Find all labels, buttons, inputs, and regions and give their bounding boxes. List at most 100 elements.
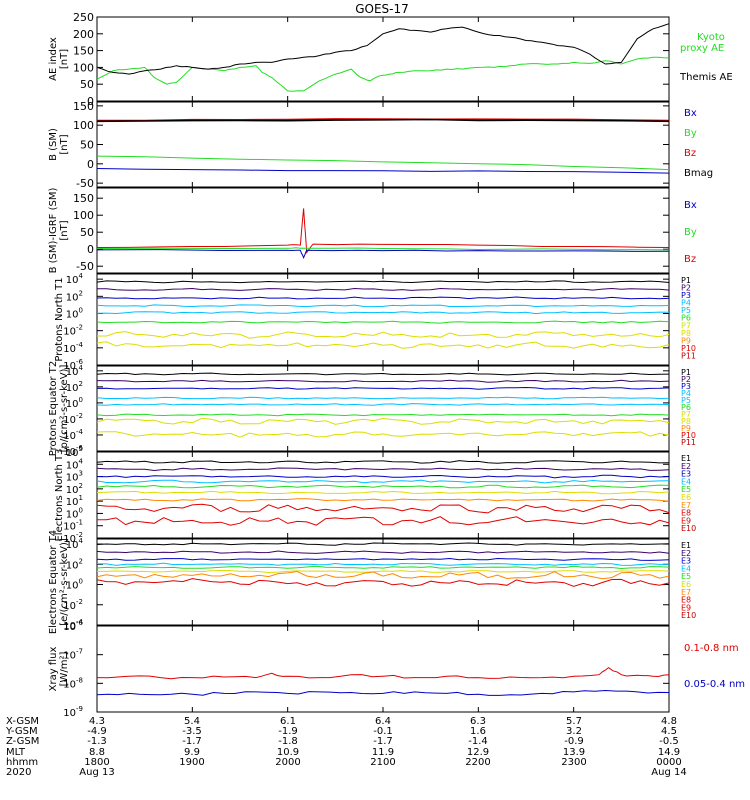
channel-label: P7	[681, 321, 691, 330]
channel-trace	[96, 280, 670, 284]
series-line	[96, 689, 670, 696]
channel-label: P9	[681, 424, 691, 433]
channel-trace	[96, 460, 670, 464]
channel-trace	[96, 484, 670, 489]
channel-trace	[96, 565, 670, 570]
y-axis-unit: [nT]	[59, 220, 70, 240]
x-axis-value: 9.9	[184, 747, 200, 758]
series-line	[96, 168, 670, 174]
x-axis-value: 4.3	[89, 716, 105, 727]
y-tick-label: 10-9	[63, 705, 83, 719]
y-tick-label: 150	[73, 45, 94, 58]
panel-frame	[96, 273, 670, 366]
channel-label: P1	[681, 276, 691, 285]
channel-label: P5	[681, 306, 691, 315]
channel-label: E6	[681, 493, 691, 502]
x-axis-row-label: Z-GSM	[6, 736, 39, 747]
y-axis-label: AE index	[48, 37, 59, 81]
channel-label: P5	[681, 396, 691, 405]
x-axis-value: 1800	[84, 757, 109, 768]
y-tick-label: 100	[73, 61, 94, 74]
series-line	[96, 155, 670, 171]
legend-label: Themis AE	[679, 72, 733, 83]
channel-label: E3	[681, 557, 691, 566]
channel-label: P11	[681, 438, 696, 447]
channel-trace	[96, 557, 670, 561]
y-tick-label: 10-6	[63, 619, 83, 633]
y-tick-label: 0	[87, 158, 94, 171]
channel-label: P11	[681, 351, 696, 360]
channel-label: E8	[681, 509, 691, 518]
channel-label: E10	[681, 611, 696, 620]
panel-frame	[96, 625, 670, 713]
channel-label: E2	[681, 462, 691, 471]
y-tick-label: 0	[87, 95, 94, 108]
x-axis-value: 0000	[656, 757, 681, 768]
x-axis-value: 2000	[275, 757, 300, 768]
series-line	[96, 249, 670, 259]
x-axis-value: -1.7	[373, 736, 393, 747]
y-axis-unit: [p/(cm²-s-sr-keV)]	[59, 365, 70, 453]
channel-trace	[96, 396, 670, 400]
legend-label: Kyoto	[697, 32, 725, 43]
x-axis-value: 2200	[465, 757, 490, 768]
y-tick-label: 250	[73, 11, 94, 24]
panel-frame	[96, 187, 670, 274]
x-axis-value: Aug 13	[79, 767, 114, 778]
y-tick-label: 0	[87, 243, 94, 256]
channel-label: P10	[681, 344, 696, 353]
x-axis-value: -1.9	[278, 726, 298, 737]
x-axis-value: -1.8	[278, 736, 298, 747]
channel-trace	[96, 320, 670, 324]
y-tick-label: 50	[80, 139, 94, 152]
channel-trace	[96, 498, 670, 502]
channel-trace	[96, 570, 670, 580]
channel-label: E5	[681, 485, 691, 494]
y-tick-label: 102	[66, 289, 83, 303]
x-axis-row-label: MLT	[6, 747, 26, 758]
channel-label: E10	[681, 524, 696, 533]
y-axis-unit: [nT]	[59, 134, 70, 154]
y-axis-unit: [W/m²]	[59, 651, 70, 686]
x-axis-value: 5.7	[566, 716, 582, 727]
y-tick-label: 104	[66, 272, 84, 286]
channel-label: E5	[681, 572, 691, 581]
channel-trace	[96, 474, 670, 479]
channel-label: P7	[681, 410, 691, 419]
channel-trace	[96, 542, 670, 546]
channel-trace	[96, 341, 670, 349]
channel-trace	[96, 503, 670, 514]
y-tick-label: 10-2	[63, 324, 83, 338]
y-axis-label: Electrons Equator T4	[48, 530, 59, 634]
series-line	[96, 56, 670, 92]
channel-label: P4	[681, 389, 691, 398]
y-axis-label: Protons Equator T2	[48, 361, 59, 457]
x-axis-value: -1.3	[87, 736, 107, 747]
channel-label: P8	[681, 329, 691, 338]
x-axis-table: X-GSM 4.3 5.4 6.1 6.4 6.3 5.7 4.8Y-GSM -4.9 -3.5-…	[5, 716, 687, 778]
x-axis-value: -3.5	[182, 726, 202, 737]
y-tick-label: 200	[73, 28, 94, 41]
x-axis-value: -4.9	[87, 726, 107, 737]
y-axis-label: Protons North T1	[54, 277, 65, 361]
panel-3: -50 0 50 100 150 B (SM)-IGRF (SM) [nT] Bx By Bz	[48, 187, 697, 274]
panel-2: -50 0 50 100 150 B (SM) [nT] Bx By Bz Bmag	[48, 100, 713, 190]
channel-label: P1	[681, 368, 691, 377]
channel-trace	[96, 562, 670, 566]
channel-label: P4	[681, 299, 691, 308]
legend-label: Bx	[684, 200, 697, 211]
channel-label: E3	[681, 470, 691, 479]
channel-label: P2	[681, 284, 691, 293]
channel-label: P3	[681, 291, 691, 300]
panel-frame	[96, 365, 670, 452]
x-axis-value: 4.5	[661, 726, 677, 737]
legend-label: 0.05-0.4 nm	[684, 679, 745, 690]
channel-trace	[96, 379, 670, 383]
y-tick-label: 50	[80, 226, 94, 239]
x-axis-value: 13.9	[563, 747, 585, 758]
channel-label: E2	[681, 549, 691, 558]
channel-trace	[96, 287, 670, 291]
